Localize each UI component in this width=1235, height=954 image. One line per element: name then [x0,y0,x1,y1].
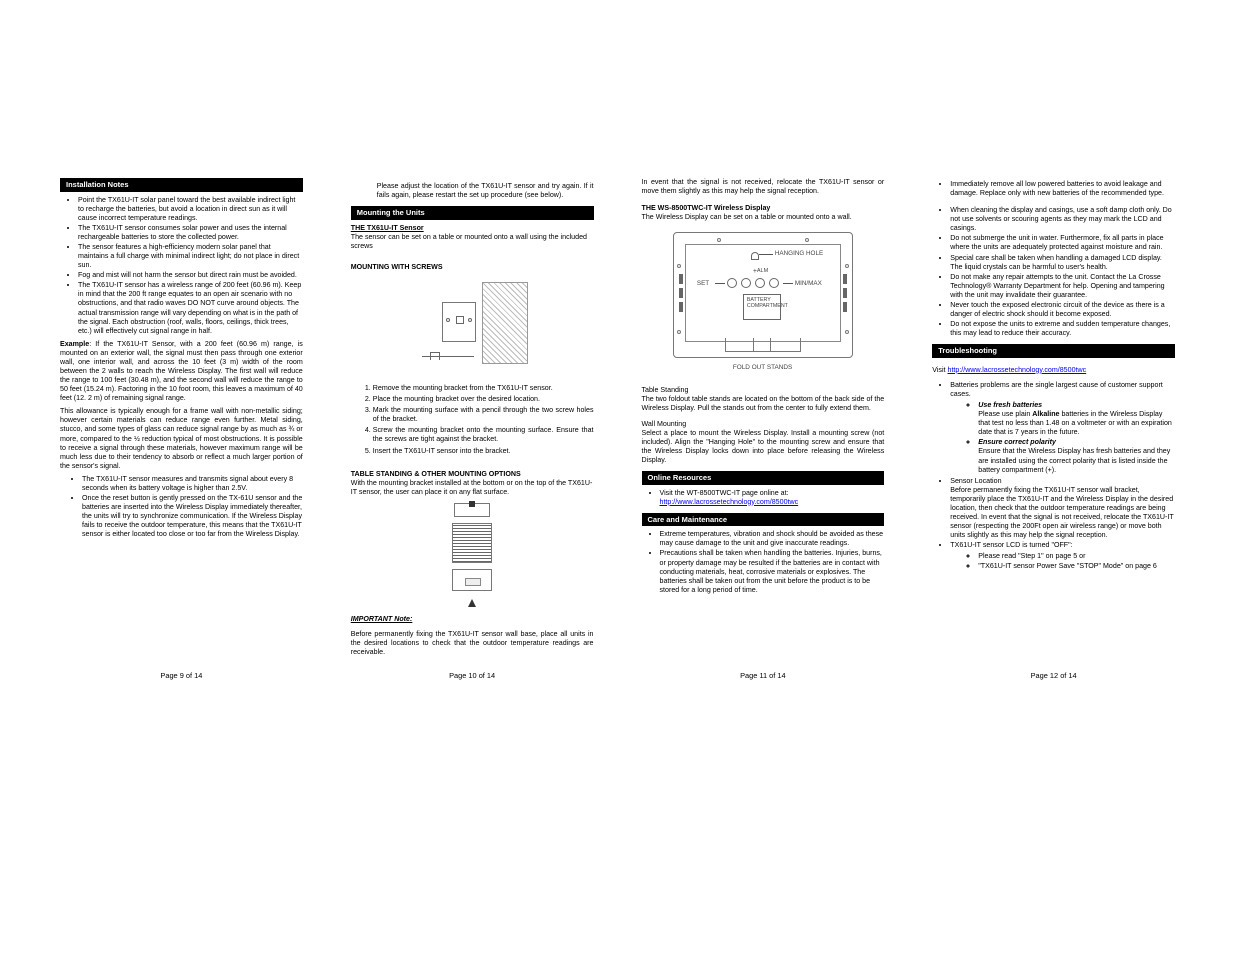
page-number: Page 12 of 14 [932,671,1175,680]
page-9: Installation Notes Point the TX61U-IT so… [60,178,303,681]
installation-notes-header: Installation Notes [60,178,303,192]
care-bullets: Extreme temperatures, vibration and shoc… [642,530,885,595]
wireless-display-subtext: The Wireless Display can be set on a tab… [642,213,885,222]
list-item: Precautions shall be taken when handling… [660,549,885,594]
allowance-paragraph: This allowance is typically enough for a… [60,407,303,471]
table-standing-text: With the mounting bracket installed at t… [351,479,594,497]
signal-relocate-para: In event that the signal is not received… [642,178,885,196]
set-label: SET [697,280,709,288]
lcd-off-sub2: "TX61U-IT sensor Power Save "STOP" Mode"… [978,562,1175,571]
sensor-heading: THE TX61U-IT Sensor [351,224,594,233]
page-10: Please adjust the location of the TX61U-… [351,178,594,681]
list-item: Do not submerge the unit in water. Furth… [950,234,1175,252]
important-note-label: IMPORTANT Note: [351,615,594,624]
visit-label: Visit [932,366,947,374]
step-text: Place the mounting bracket over the desi… [373,395,540,403]
manual-spread: Installation Notes Point the TX61U-IT so… [0,0,1235,681]
step-text: Insert the TX61U-IT sensor into the brac… [373,447,511,455]
list-item: Fog and mist will not harm the sensor bu… [78,271,303,280]
table-standing-heading: Table Standing [642,386,885,395]
sensor-behavior-bullets: The TX61U-IT sensor measures and transmi… [60,475,303,540]
care-bullets-continued: Immediately remove all low powered batte… [932,180,1175,338]
online-link[interactable]: http://www.lacrossetechnology.com/8500tw… [660,498,799,506]
wireless-display-back-diagram: + ALM HANGING HOLE SET MIN/MAX BATTERY C… [642,228,885,378]
batteries-problem-item: Batteries problems are the single larges… [950,381,1175,475]
online-resources-header: Online Resources [642,471,885,485]
sensor-location-item: Sensor Location Before permanently fixin… [950,477,1175,541]
batteries-lead: Batteries problems are the single larges… [950,381,1163,398]
lcd-off-sub1: Please read "Step 1" on page 5 or [978,552,1175,561]
polarity-item: Ensure correct polarityEnsure that the W… [978,438,1175,474]
list-item: Once the reset button is gently pressed … [82,494,303,539]
important-note-text: Before permanently fixing the TX61U-IT s… [351,630,594,657]
wireless-display-heading: THE WS-8500TWC-IT Wireless Display [642,204,885,213]
troubleshooting-header: Troubleshooting [932,344,1175,358]
mounting-screws-heading: MOUNTING WITH SCREWS [351,263,594,272]
fresh-batteries-text: Please use plain Alkaline batteries in t… [978,410,1172,436]
example-paragraph: Example: If the TX61U-IT Sensor, with a … [60,340,303,404]
adjust-location-para: Please adjust the location of the TX61U-… [351,182,594,200]
minmax-label: MIN/MAX [795,280,822,288]
wall-mounting-heading: Wall Mounting [642,420,885,429]
step-text: Mark the mounting surface with a pencil … [373,406,594,423]
step-text: Screw the mounting bracket onto the moun… [373,426,594,443]
polarity-text: Ensure that the Wireless Display has fre… [978,447,1170,473]
example-label: Example [60,340,89,348]
list-item: Point the TX61U-IT solar panel toward th… [78,196,303,223]
alm-label: ALM [757,268,768,275]
page-number: Page 10 of 14 [351,671,594,680]
sensor-location-text: Before permanently fixing the TX61U-IT s… [950,486,1173,539]
list-item: Immediately remove all low powered batte… [950,180,1175,198]
installation-bullets: Point the TX61U-IT solar panel toward th… [60,196,303,336]
table-standing-diagram [351,503,594,607]
list-item: Do not make any repair attempts to the u… [950,273,1175,300]
mounting-steps: Remove the mounting bracket from the TX6… [351,384,594,456]
list-item: The TX61U-IT sensor measures and transmi… [82,475,303,493]
troubleshooting-list: Batteries problems are the single larges… [932,381,1175,572]
list-item: The TX61U-IT sensor consumes solar power… [78,224,303,242]
list-item: Never touch the exposed electronic circu… [950,301,1175,319]
screw-mounting-diagram [351,278,594,376]
list-item: Do not expose the units to extreme and s… [950,320,1175,338]
page-number: Page 9 of 14 [60,671,303,680]
list-item: When cleaning the display and casings, u… [950,206,1175,233]
list-item: The TX61U-IT sensor has a wireless range… [78,281,303,335]
page-11: In event that the signal is not received… [642,178,885,681]
fresh-batteries-label: Use fresh batteries [978,401,1042,409]
table-standing-heading: TABLE STANDING & OTHER MOUNTING OPTIONS [351,470,594,479]
sensor-subtext: The sensor can be set on a table or moun… [351,233,594,251]
battery-compartment-label: BATTERY COMPARTMENT [747,298,788,309]
battery-sublist: Use fresh batteriesPlease use plain Alka… [950,401,1175,475]
visit-line: Visit http://www.lacrossetechnology.com/… [932,366,1175,375]
list-item: Extreme temperatures, vibration and shoc… [660,530,885,548]
page-12: Immediately remove all low powered batte… [932,178,1175,681]
list-item: Special care shall be taken when handlin… [950,254,1175,272]
example-text: : If the TX61U-IT Sensor, with a 200 fee… [60,340,303,402]
page-number: Page 11 of 14 [642,671,885,680]
list-item: The sensor features a high-efficiency mo… [78,243,303,270]
care-maintenance-header: Care and Maintenance [642,513,885,527]
lcd-off-lead: TX61U-IT sensor LCD is turned "OFF": [950,541,1072,549]
wall-mounting-text: Select a place to mount the Wireless Dis… [642,429,885,465]
list-item: Visit the WT-8500TWC-IT page online at:h… [660,489,885,507]
mounting-units-header: Mounting the Units [351,206,594,220]
hanging-hole-label: HANGING HOLE [775,250,823,258]
online-bullet-text: Visit the WT-8500TWC-IT page online at: [660,489,789,497]
fresh-batteries-item: Use fresh batteriesPlease use plain Alka… [978,401,1175,437]
table-standing-text: The two foldout table stands are located… [642,395,885,413]
step-text: Remove the mounting bracket from the TX6… [373,384,553,392]
fold-out-stands-label: FOLD OUT STANDS [733,364,792,372]
sensor-location-lead: Sensor Location [950,477,1001,485]
troubleshooting-link[interactable]: http://www.lacrossetechnology.com/8500tw… [948,366,1087,374]
polarity-label: Ensure correct polarity [978,438,1056,446]
lcd-off-sublist: Please read "Step 1" on page 5 or "TX61U… [950,552,1175,571]
online-resources-list: Visit the WT-8500TWC-IT page online at:h… [642,489,885,507]
lcd-off-item: TX61U-IT sensor LCD is turned "OFF": Ple… [950,541,1175,571]
